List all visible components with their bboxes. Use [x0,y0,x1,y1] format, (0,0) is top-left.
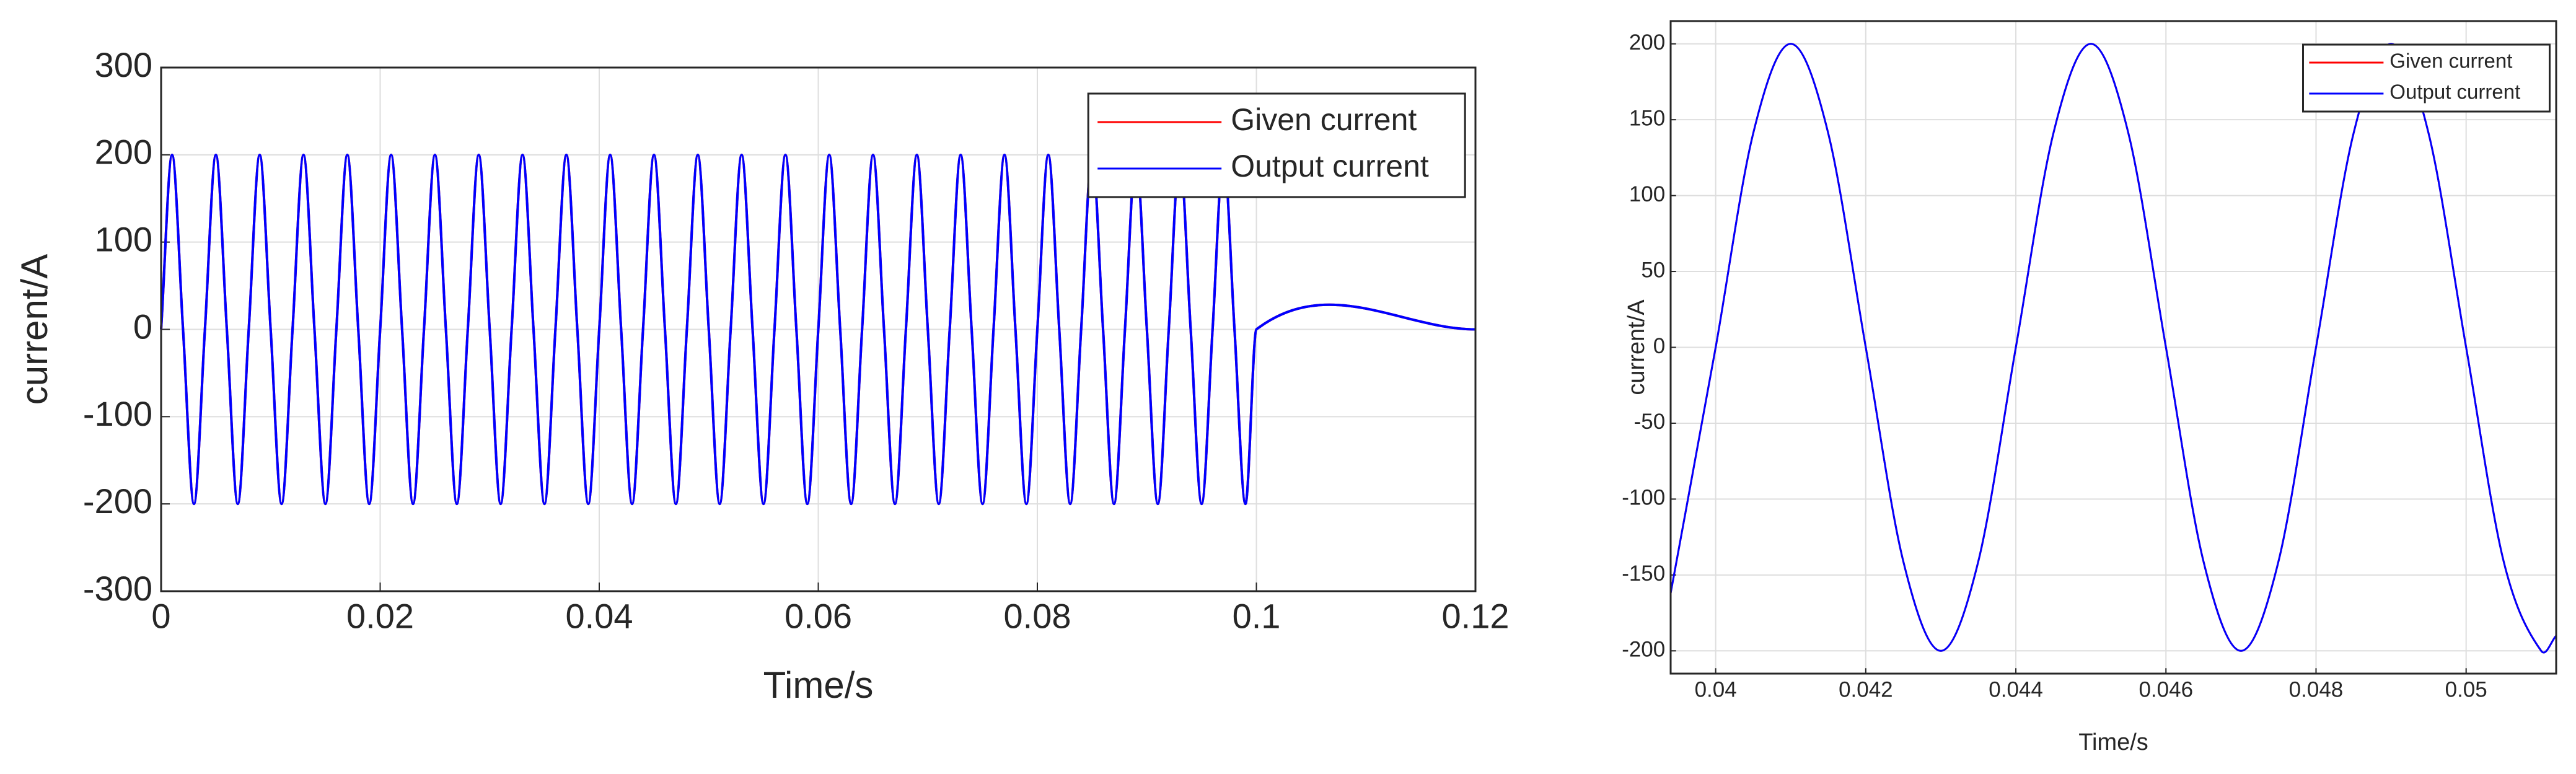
y-tick-label: -100 [1622,486,1665,510]
legend: Given current Output current [2302,43,2551,113]
subplot: -300 -200 -100 0 100 200 300 0 0.02 0.04 0.06 0.08 0… [14,45,1510,706]
x-tick-label: 0.12 [1442,597,1510,636]
x-tick-label: 0.046 [2139,677,2193,701]
legend-label: Given current [1231,102,1417,137]
x-tick-label: 0.048 [2289,677,2344,701]
y-tick-label: 50 [1641,258,1665,282]
x-axis-label: Time/s [763,664,874,706]
series-line [160,153,1476,506]
y-tick-label: -200 [1622,638,1665,662]
x-tick-label: 0.02 [346,597,414,636]
x-tick-label: 0.05 [2445,677,2487,701]
y-tick-label: -300 [83,569,152,608]
x-tick-label: 0.06 [785,597,852,636]
axes-box [160,66,1477,592]
y-tick-label: 100 [95,219,152,258]
x-tick-label: 0.042 [1839,677,1893,701]
legend-label: Output current [2389,81,2520,103]
subplot: -200 -150 -100 -50 0 50 100 150 200 0.04 0.042 0.04… [1622,20,2557,755]
x-tick-label: 0.044 [1989,677,2043,701]
x-tick-label: 0.1 [1233,597,1281,636]
y-axis-label: current/A [1624,299,1650,395]
y-tick-label: -150 [1622,561,1665,586]
y-tick-label: 200 [95,133,152,172]
y-tick-label: -50 [1634,410,1666,434]
axes-box [1669,20,2557,675]
legend-label: Given current [2389,50,2512,73]
x-tick-label: 0.04 [566,597,633,636]
x-tick-label: 0 [151,597,170,636]
legend-box [2302,43,2551,113]
y-axis-label: current/A [14,254,55,405]
legend-box [1087,92,1466,198]
legend: Given current Output current [1087,92,1466,198]
y-tick-label: 150 [1629,106,1665,130]
y-tick-label: -200 [83,482,152,521]
y-tick-label: 0 [1653,334,1665,358]
x-axis-label: Time/s [2078,729,2148,755]
x-tick-label: 0.08 [1004,597,1071,636]
y-tick-label: 200 [1629,30,1665,55]
y-tick-label: 300 [95,45,152,84]
x-tick-label: 0.04 [1695,677,1737,701]
legend-label: Output current [1231,149,1429,183]
y-tick-label: -100 [83,394,152,433]
y-tick-label: 0 [133,307,152,346]
y-tick-label: 100 [1629,182,1665,206]
